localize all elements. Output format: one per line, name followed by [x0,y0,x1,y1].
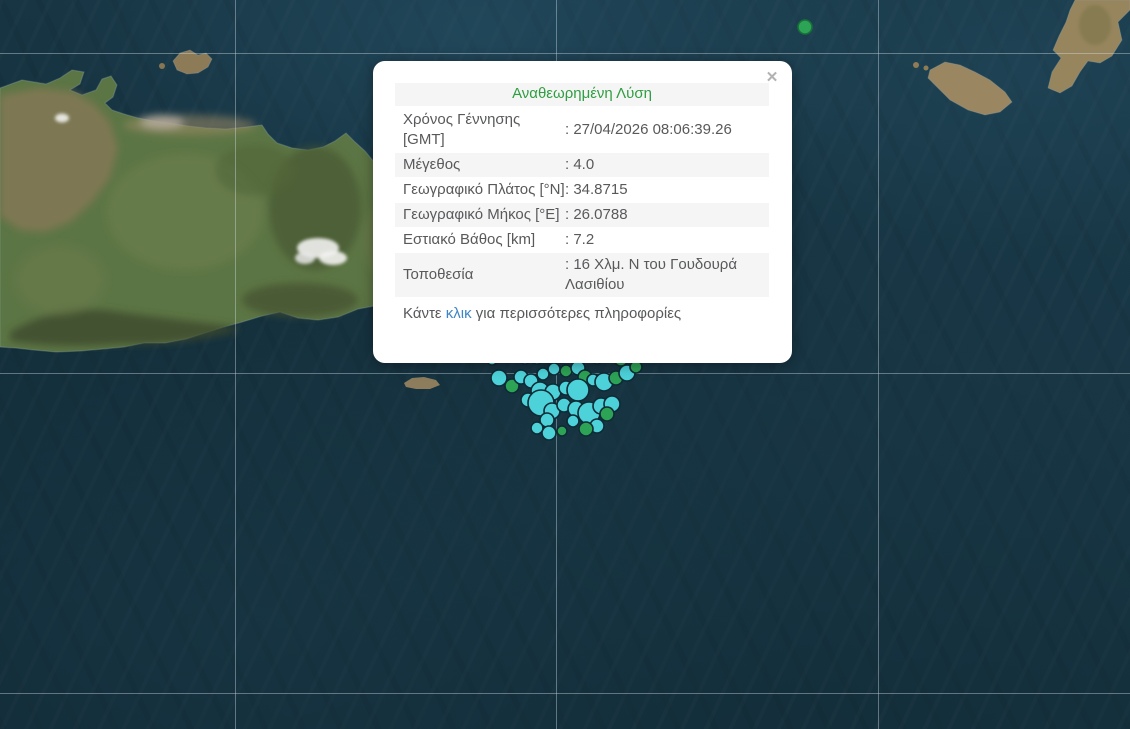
row-value: : 16 Χλμ. Ν του Γουδουρά Λασιθίου [565,256,738,293]
popup-title: Αναθεωρημένη Λύση [395,83,769,106]
islet [159,63,165,69]
row-label: Γεωγραφικό Μήκος [°Ε] [403,206,560,223]
popup-row: Τοποθεσία : 16 Χλμ. Ν του Γουδουρά Λασιθί… [395,253,769,297]
footer-text-prefix: Κάντε [403,305,446,322]
row-label: Γεωγραφικό Πλάτος [°N] [403,181,565,198]
islet [923,65,929,71]
dia-island [172,49,213,75]
earthquake-popup: ✕ Αναθεωρημένη Λύση Χρόνος Γέννησης [GMT… [373,61,792,363]
earthquake-marker[interactable] [547,362,561,376]
earthquake-marker[interactable] [599,406,615,422]
row-value: : 7.2 [565,231,595,248]
earthquake-marker-single[interactable] [797,19,813,35]
koufonisi-island [404,377,440,389]
earthquake-marker[interactable] [490,369,508,387]
row-value: : 4.0 [565,156,595,173]
row-value: : 27/04/2026 08:06:39.26 [565,121,732,138]
row-label: Εστιακό Βάθος [km] [403,231,536,248]
earthquake-marker[interactable] [530,421,544,435]
row-label: Χρόνος Γέννησης [GMT] [403,111,521,148]
row-label: Τοποθεσία [403,266,474,283]
popup-row: Χρόνος Γέννησης [GMT] : 27/04/2026 08:06:… [395,108,769,152]
klik-link[interactable]: κλικ [445,305,472,322]
earthquake-marker[interactable] [566,378,590,402]
kasos-island [927,61,1013,116]
row-value: : 26.0788 [565,206,628,223]
earthquake-marker[interactable] [541,425,557,441]
islet [913,62,919,68]
close-icon[interactable]: ✕ [765,69,779,86]
earthquake-marker[interactable] [536,367,550,381]
popup-footer: Κάντε κλικ για περισσότερες πληροφορίες [403,304,769,324]
earthquake-marker[interactable] [556,425,568,437]
row-value: : 34.8715 [565,181,628,198]
popup-row: Μέγεθος : 4.0 [395,153,769,177]
popup-rows: Χρόνος Γέννησης [GMT] : 27/04/2026 08:06:… [395,108,769,297]
earthquake-marker[interactable] [578,421,594,437]
popup-row: Γεωγραφικό Μήκος [°Ε] : 26.0788 [395,203,769,227]
footer-text-suffix: για περισσότερες πληροφορίες [471,305,682,322]
popup-row: Γεωγραφικό Πλάτος [°N]: 34.8715 [395,178,769,202]
cloud [55,113,347,265]
earthquake-marker[interactable] [559,364,573,378]
popup-row: Εστιακό Βάθος [km] : 7.2 [395,228,769,252]
earthquake-marker[interactable] [566,414,580,428]
row-label: Μέγεθος [403,156,461,173]
